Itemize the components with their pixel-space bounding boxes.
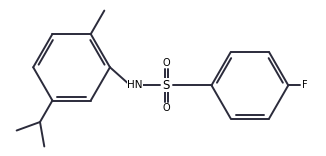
Text: O: O [163, 58, 170, 68]
Text: O: O [163, 103, 170, 113]
Text: HN: HN [127, 80, 142, 90]
Text: F: F [303, 80, 308, 90]
Text: S: S [163, 79, 170, 92]
